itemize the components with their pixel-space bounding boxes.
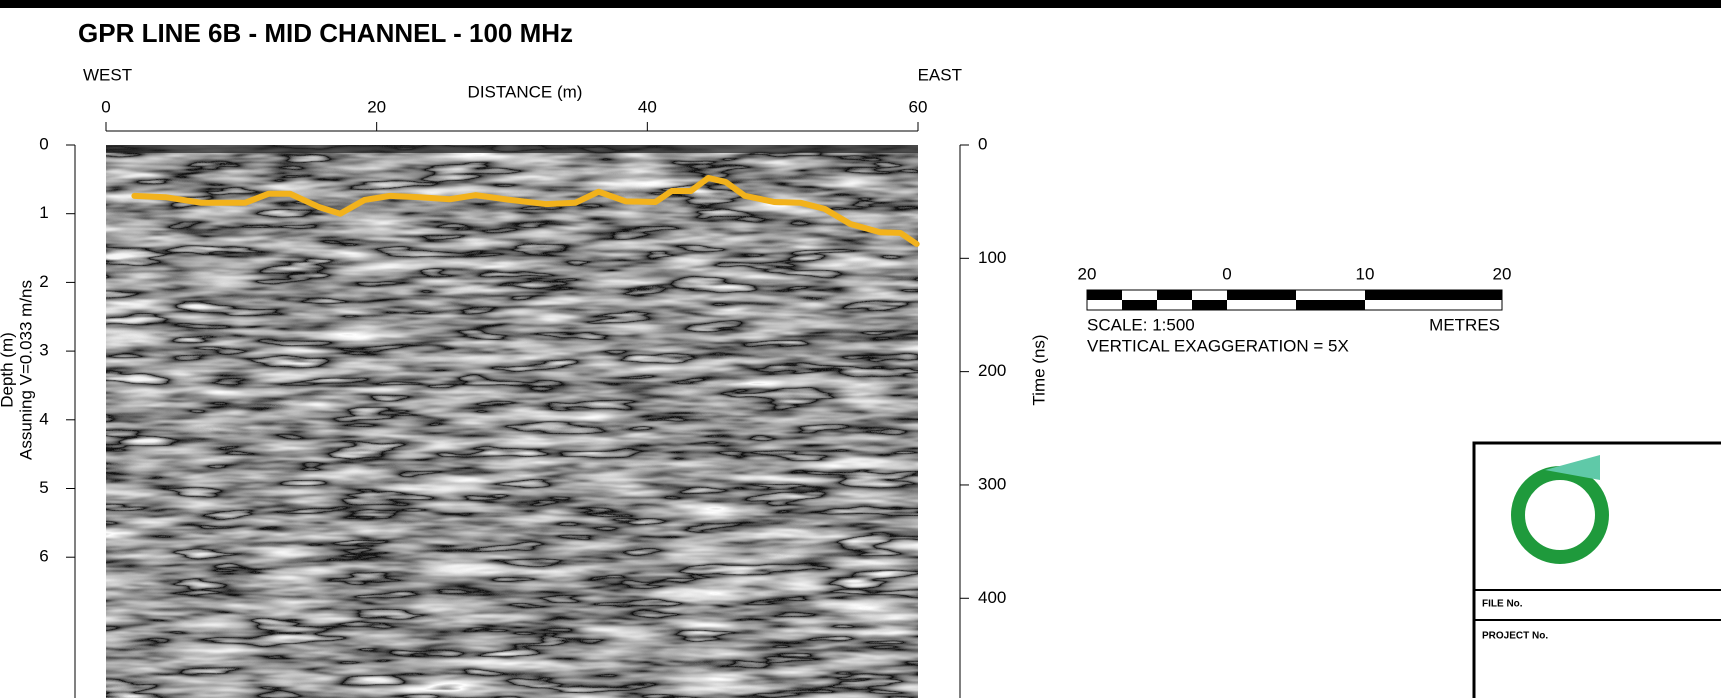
x-tick-label: 20 — [367, 97, 386, 116]
east-label: EAST — [918, 65, 962, 84]
y-tick-label: 6 — [39, 547, 48, 566]
y2-tick-label: 400 — [978, 588, 1006, 607]
exaggeration-text: VERTICAL EXAGGERATION = 5X — [1087, 336, 1349, 355]
scale-block — [1122, 300, 1157, 310]
chart-title: GPR LINE 6B - MID CHANNEL - 100 MHz — [78, 18, 573, 48]
scale-block — [1192, 300, 1227, 310]
y2-axis-label: Time (ns) — [1029, 334, 1048, 405]
x-tick-label: 40 — [638, 97, 657, 116]
scale-block — [1227, 290, 1296, 300]
file-no: FILE No. — [1482, 599, 1523, 610]
west-label: WEST — [83, 65, 132, 84]
logo — [1511, 466, 1609, 564]
y-tick-label: 5 — [39, 478, 48, 497]
scale-block — [1087, 290, 1122, 300]
y-tick-label: 4 — [39, 409, 48, 428]
scale-text: SCALE: 1:500 — [1087, 315, 1195, 334]
radargram — [106, 145, 918, 698]
radargram-top — [106, 145, 918, 153]
scale-label: 10 — [1356, 264, 1375, 283]
title-block: FILE No. PROJECT No. — [1472, 441, 1721, 698]
scale-block — [1157, 290, 1192, 300]
y2-tick-label: 300 — [978, 474, 1006, 493]
scale-label: 20 — [1078, 264, 1097, 283]
y2-tick-label: 200 — [978, 361, 1006, 380]
units-text: METRES — [1429, 315, 1500, 334]
y-tick-label: 0 — [39, 134, 48, 153]
y-axis-label-2: Assuning V=0.033 m/ns — [16, 280, 35, 460]
x-axis-label: DISTANCE (m) — [468, 82, 583, 101]
y2-tick-label: 0 — [978, 134, 987, 153]
scale-label: 20 — [1493, 264, 1512, 283]
horizon-line — [131, 174, 920, 247]
y2-tick-label: 100 — [978, 248, 1006, 267]
logo-accent — [1545, 455, 1600, 480]
y-axis-label: Depth (m) — [0, 332, 16, 408]
y-tick-label: 1 — [39, 203, 48, 222]
scale-label: 0 — [1222, 264, 1231, 283]
x-tick-label: 0 — [101, 97, 110, 116]
y-tick-label: 2 — [39, 272, 48, 291]
scale-block — [1365, 290, 1502, 300]
x-tick-label: 60 — [909, 97, 928, 116]
top-bar — [0, 0, 1721, 8]
scale-bar: 20 0 10 20 SCALE: 1:500 METRES VERTICAL … — [1078, 264, 1512, 355]
y-tick-label: 3 — [39, 341, 48, 360]
title-block-frame — [1472, 441, 1721, 698]
scale-block — [1296, 300, 1365, 310]
project-no: PROJECT No. — [1482, 631, 1548, 642]
